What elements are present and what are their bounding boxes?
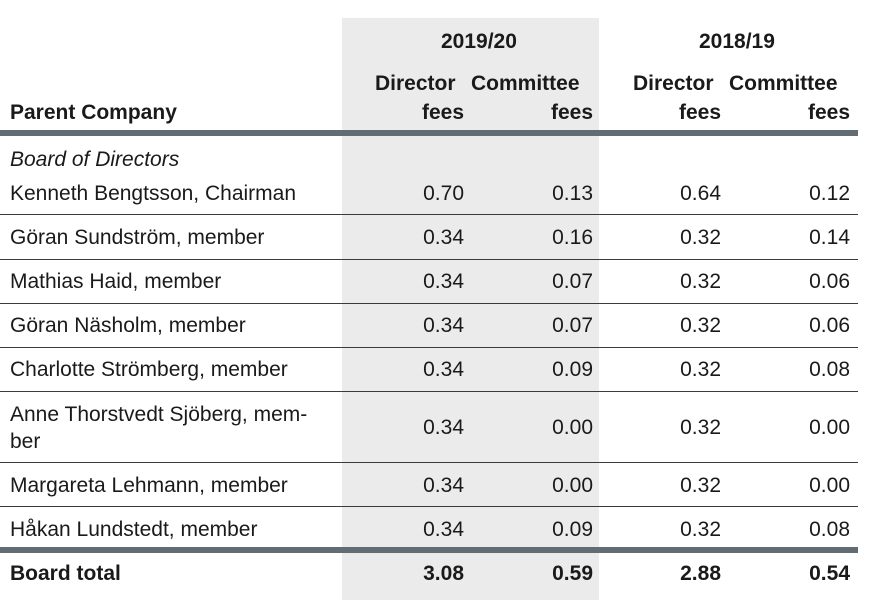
director-name: Göran Sundström, member [10, 226, 265, 249]
committee-fee-prior: 0.00 [809, 416, 850, 439]
director-fees-heading-prior-line1: Director [633, 72, 714, 95]
header-rule [0, 130, 858, 136]
total-committee-fee-current: 0.59 [552, 562, 593, 585]
row-divider [0, 462, 858, 463]
committee-fee-prior: 0.00 [809, 474, 850, 497]
director-fee-current: 0.70 [423, 182, 464, 205]
row-divider [0, 259, 858, 260]
director-fee-current: 0.34 [423, 416, 464, 439]
parent-company-heading: Parent Company [10, 101, 177, 124]
row-divider [0, 506, 858, 507]
row-divider [0, 347, 858, 348]
director-fee-prior: 0.32 [680, 474, 721, 497]
total-committee-fee-prior: 0.54 [809, 562, 850, 585]
committee-fee-prior: 0.14 [809, 226, 850, 249]
director-name: Charlotte Strömberg, member [10, 358, 288, 381]
director-name: Kenneth Bengtsson, Chairman [10, 182, 297, 205]
committee-fee-current: 0.00 [552, 474, 593, 497]
director-fees-heading-current-line2: fees [421, 101, 464, 124]
section-label: Board of Directors [10, 148, 180, 171]
director-name: Mathias Haid, member [10, 270, 222, 293]
committee-fee-current: 0.09 [552, 358, 593, 381]
director-fee-current: 0.34 [423, 270, 464, 293]
director-fee-current: 0.34 [423, 226, 464, 249]
director-fee-current: 0.34 [423, 358, 464, 381]
committee-fees-heading-current-line2: fees [550, 101, 593, 124]
director-fee-current: 0.34 [423, 314, 464, 337]
committee-fee-current: 0.00 [552, 416, 593, 439]
current-year-column-shading [342, 18, 599, 600]
committee-fee-current: 0.07 [552, 270, 593, 293]
total-label: Board total [10, 562, 121, 585]
row-divider [0, 303, 858, 304]
row-divider [0, 391, 858, 392]
director-fees-heading-prior-line2: fees [678, 101, 721, 124]
committee-fee-current: 0.16 [552, 226, 593, 249]
committee-fee-prior: 0.08 [809, 518, 850, 541]
director-name-line2: ber [10, 430, 41, 453]
director-name: Margareta Lehmann, member [10, 474, 288, 497]
committee-fees-heading-prior-line1: Committee [729, 72, 838, 95]
committee-fee-current: 0.13 [552, 182, 593, 205]
director-fee-prior: 0.32 [680, 314, 721, 337]
committee-fee-prior: 0.06 [809, 314, 850, 337]
committee-fees-heading-current-line1: Committee [471, 72, 580, 95]
director-fee-current: 0.34 [423, 474, 464, 497]
committee-fee-prior: 0.06 [809, 270, 850, 293]
director-fee-prior: 0.32 [680, 518, 721, 541]
committee-fee-prior: 0.12 [809, 182, 850, 205]
director-name: Göran Näsholm, member [10, 314, 246, 337]
director-fee-current: 0.34 [423, 518, 464, 541]
director-fee-prior: 0.32 [680, 270, 721, 293]
director-fee-prior: 0.32 [680, 226, 721, 249]
committee-fee-current: 0.07 [552, 314, 593, 337]
committee-fees-heading-prior-line2: fees [807, 101, 850, 124]
period-current-heading: 2019/20 [441, 30, 517, 53]
director-name: Håkan Lundstedt, member [10, 518, 258, 541]
director-fee-prior: 0.32 [680, 358, 721, 381]
period-prior-heading: 2018/19 [699, 30, 775, 53]
row-divider [0, 214, 858, 215]
total-director-fee-prior: 2.88 [680, 562, 721, 585]
total-director-fee-current: 3.08 [423, 562, 464, 585]
director-fees-heading-current-line1: Director [375, 72, 456, 95]
total-rule [0, 547, 858, 553]
committee-fee-prior: 0.08 [809, 358, 850, 381]
director-fee-prior: 0.32 [680, 416, 721, 439]
director-fee-prior: 0.64 [680, 182, 721, 205]
committee-fee-current: 0.09 [552, 518, 593, 541]
director-name-line1: Anne Thorstvedt Sjöberg, mem- [10, 403, 308, 426]
